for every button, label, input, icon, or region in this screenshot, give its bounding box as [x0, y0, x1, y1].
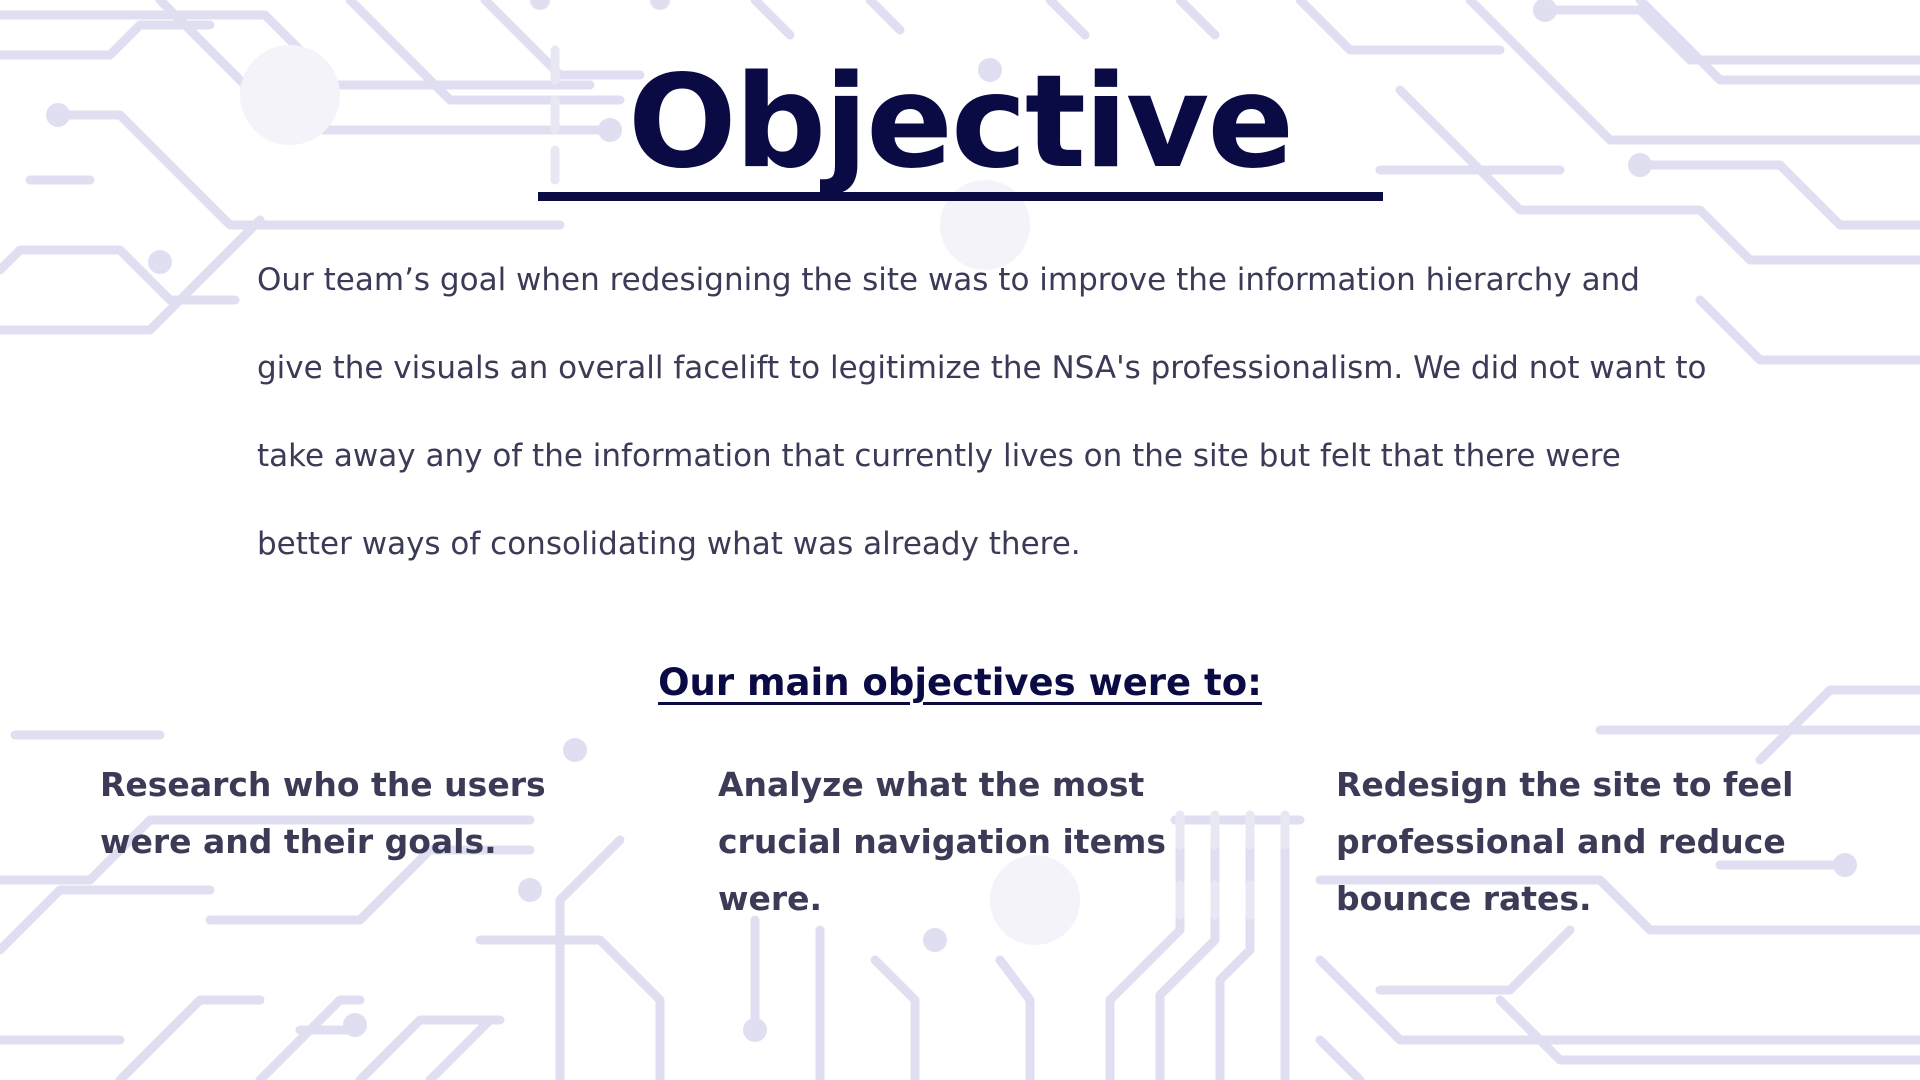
- objectives-heading: Our main objectives were to:: [658, 661, 1262, 704]
- slide-title: Objective: [627, 48, 1294, 197]
- objective-item: Analyze what the most crucial navigation…: [718, 765, 1166, 918]
- title-underline: [538, 192, 1383, 201]
- objective-item: Redesign the site to feel professional a…: [1336, 765, 1794, 918]
- body-paragraph: Our team’s goal when redesigning the sit…: [257, 262, 1707, 562]
- objective-item: Research who the users were and their go…: [100, 765, 546, 861]
